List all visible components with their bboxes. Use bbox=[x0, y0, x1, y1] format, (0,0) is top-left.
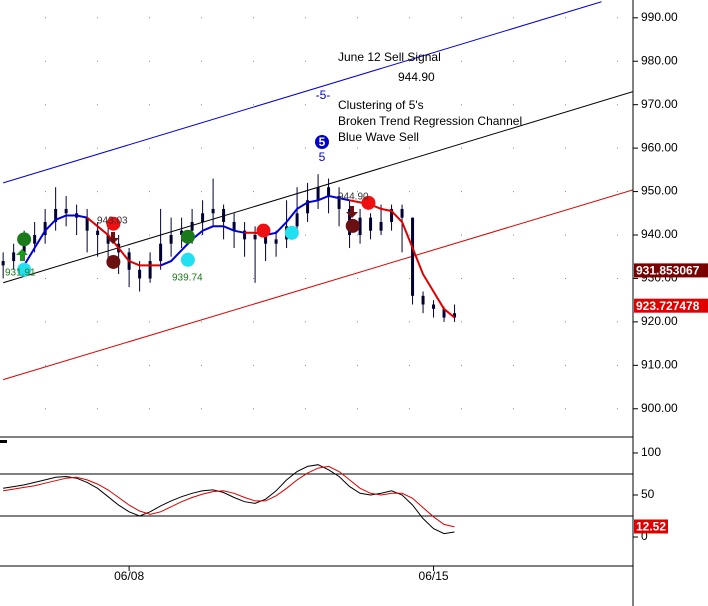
oscillator-panel bbox=[0, 464, 633, 535]
annotation: 944.90 bbox=[398, 70, 435, 84]
candle-body bbox=[358, 217, 362, 236]
candle-body bbox=[379, 221, 383, 231]
y-tick-label: 960.00 bbox=[641, 140, 678, 154]
candle-body bbox=[54, 208, 58, 222]
price-marker bbox=[634, 298, 708, 313]
candle-body bbox=[264, 235, 268, 244]
regression-channel bbox=[3, 189, 633, 381]
candle-body bbox=[274, 239, 278, 244]
signal-dot bbox=[284, 225, 299, 240]
candle-body bbox=[190, 221, 194, 231]
candle-body bbox=[390, 208, 394, 222]
candle-body bbox=[22, 243, 26, 253]
y-tick-label: 50 bbox=[641, 487, 655, 501]
x-tick-label: 06/08 bbox=[114, 569, 144, 583]
y-tick-label: 910.00 bbox=[641, 357, 678, 371]
candle-body bbox=[180, 230, 184, 236]
signal-dot bbox=[180, 229, 195, 244]
annotation: 943.03 bbox=[97, 216, 128, 227]
candle-body bbox=[85, 217, 89, 231]
y-tick-label: 100 bbox=[641, 445, 661, 459]
signal-dot bbox=[106, 216, 121, 231]
signal-dot bbox=[361, 195, 376, 210]
candle-body bbox=[442, 308, 446, 318]
candle-body bbox=[316, 187, 320, 201]
signal-dot bbox=[256, 223, 271, 238]
oscillator-line bbox=[3, 465, 455, 528]
price-marker bbox=[634, 519, 668, 534]
x-tick-label: 06/15 bbox=[419, 569, 449, 583]
y-tick-label: 940.00 bbox=[641, 227, 678, 241]
annotation: 931.91 bbox=[5, 268, 36, 279]
candle-body bbox=[337, 195, 341, 209]
y-tick-label: 980.00 bbox=[641, 53, 678, 67]
candle-body bbox=[169, 235, 173, 244]
annotations: June 12 Sell Signal 944.90 -5- Clusterin… bbox=[5, 50, 522, 283]
signal-dot bbox=[345, 218, 360, 233]
buy-arrow bbox=[16, 249, 28, 261]
candle-body bbox=[432, 304, 436, 309]
candle-body bbox=[211, 208, 215, 214]
candle-body bbox=[33, 235, 37, 244]
candle-body bbox=[1, 261, 5, 266]
candle-body bbox=[64, 208, 68, 214]
annotation: -5- bbox=[316, 88, 331, 102]
y-tick-label: 900.00 bbox=[641, 401, 678, 415]
y-tick-label: 970.00 bbox=[641, 97, 678, 111]
price-marker-label: 931.853067 bbox=[636, 264, 700, 278]
signal-dot bbox=[17, 262, 32, 277]
price-marker-label: 923.727478 bbox=[636, 299, 700, 313]
candle-body bbox=[96, 230, 100, 236]
annotation: 939.74 bbox=[172, 273, 203, 284]
annotation: Blue Wave Sell bbox=[338, 130, 419, 144]
annotation: 5 bbox=[319, 135, 326, 149]
candle-body bbox=[411, 217, 415, 296]
candle-body bbox=[327, 187, 331, 196]
candle-body bbox=[148, 261, 152, 279]
candle-body bbox=[43, 221, 47, 236]
candle-body bbox=[243, 230, 247, 240]
regression-channel bbox=[3, 1, 602, 184]
y-tick-label: 0 bbox=[641, 529, 648, 543]
candle-body bbox=[253, 235, 257, 240]
price-marker-label: 12.52 bbox=[636, 520, 666, 534]
candle-body bbox=[421, 295, 425, 305]
annotation: Broken Trend Regression Channel bbox=[338, 114, 522, 128]
panel-handle bbox=[0, 440, 7, 443]
signal-dot bbox=[17, 232, 32, 247]
candle-body bbox=[295, 213, 299, 227]
sell-arrow bbox=[346, 206, 358, 218]
candle-body bbox=[138, 269, 142, 279]
signal-dot bbox=[106, 254, 121, 269]
candle-body bbox=[12, 252, 16, 262]
candle-body bbox=[159, 243, 163, 262]
wave-line bbox=[23, 194, 350, 267]
candle-body bbox=[369, 217, 373, 231]
candle-body bbox=[222, 208, 226, 222]
y-tick-label: 990.00 bbox=[641, 10, 678, 24]
annotation: June 12 Sell Signal bbox=[338, 50, 441, 64]
candle-body bbox=[400, 208, 404, 218]
candle-body bbox=[106, 235, 110, 244]
annotation: Clustering of 5's bbox=[338, 98, 424, 112]
candle-body bbox=[453, 313, 457, 318]
candle-body bbox=[201, 213, 205, 222]
wave-badge bbox=[315, 135, 329, 149]
price-marker bbox=[634, 263, 708, 278]
price-panel bbox=[0, 1, 633, 410]
candle-body bbox=[232, 221, 236, 231]
oscillator-line bbox=[3, 464, 455, 535]
sell-arrow bbox=[107, 232, 119, 244]
annotation: 944.90 bbox=[338, 192, 369, 203]
annotation: 5 bbox=[319, 150, 326, 164]
signal-dot bbox=[180, 252, 195, 267]
y-tick-label: 950.00 bbox=[641, 184, 678, 198]
candle-body bbox=[306, 200, 310, 214]
y-tick-label: 920.00 bbox=[641, 314, 678, 328]
